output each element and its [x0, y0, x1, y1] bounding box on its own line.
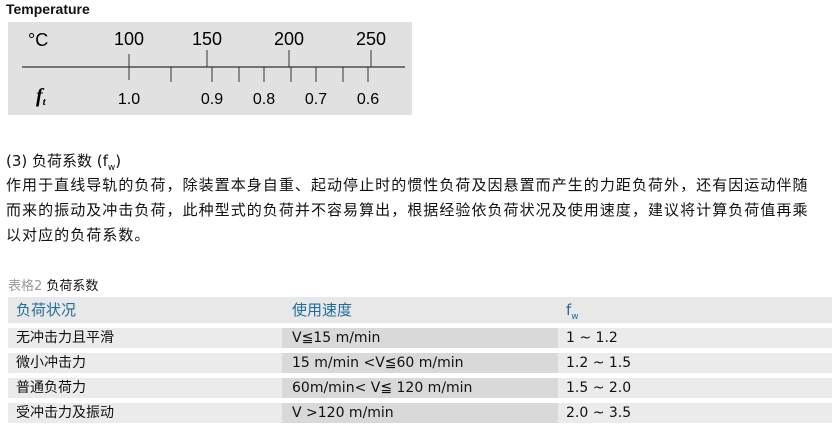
header-load: 负荷状况 [8, 297, 282, 323]
table-header: 负荷状况 使用速度 fw [8, 297, 832, 323]
factor-label: ft [36, 85, 47, 108]
cell-fw: 2.0 ~ 3.5 [558, 403, 832, 423]
header-speed: 使用速度 [282, 297, 558, 323]
paragraph-line: 以对应的负荷系数。 [6, 226, 151, 244]
cell-speed: 15 m/min <V≦60 m/min [282, 353, 558, 373]
cell-load: 受冲击力及振动 [8, 403, 282, 423]
factor-ticks: 1.0 0.9 0.8 0.7 0.6 [118, 67, 379, 108]
cell-speed: V >120 m/min [282, 403, 558, 423]
cell-fw: 1 ~ 1.2 [558, 328, 832, 348]
factor-tick-label: 0.8 [253, 91, 275, 108]
factor-tick-label: 0.9 [201, 91, 223, 108]
cell-load: 无冲击力且平滑 [8, 328, 282, 348]
cell-load: 普通负荷力 [8, 378, 282, 398]
temp-ticks: 100 150 200 250 [114, 29, 386, 80]
diagram-title: Temperature [6, 1, 90, 17]
factor-tick-label: 0.7 [305, 91, 327, 108]
factor-tick-label: 1.0 [118, 91, 140, 108]
temp-tick-label: 150 [192, 29, 222, 49]
temp-tick-label: 250 [356, 29, 386, 49]
table-row: 受冲击力及振动 V >120 m/min 2.0 ~ 3.5 [8, 403, 832, 423]
paragraph-line: 而来的振动及冲击负荷，此种型式的负荷并不容易算出，根据经验依负荷状况及使用速度，… [6, 201, 809, 219]
cell-fw: 1.5 ~ 2.0 [558, 378, 832, 398]
table-row: 微小冲击力 15 m/min <V≦60 m/min 1.2 ~ 1.5 [8, 353, 832, 373]
section-title: (3) 负荷系数 (fw) [6, 152, 122, 173]
scale-svg: °C ft 100 150 200 250 1.0 0.9 0.8 0.7 0.6 [22, 29, 405, 108]
cell-speed: 60m/min< V≦ 120 m/min [282, 378, 558, 398]
factor-tick-label: 0.6 [357, 91, 379, 108]
table-row: 普通负荷力 60m/min< V≦ 120 m/min 1.5 ~ 2.0 [8, 378, 832, 398]
cell-speed: V≦15 m/min [282, 328, 558, 348]
temp-tick-label: 100 [114, 29, 144, 49]
header-fw: fw [558, 297, 832, 323]
paragraph-line: 作用于直线导轨的负荷，除装置本身自重、起动停止时的惯性负荷及因悬置而产生的力距负… [6, 176, 809, 194]
temperature-factor-scale: °C ft 100 150 200 250 1.0 0.9 0.8 0.7 0.6 [8, 22, 412, 115]
cell-load: 微小冲击力 [8, 353, 282, 373]
table-caption: 表格2 负荷系数 [8, 279, 99, 294]
temp-tick-label: 200 [274, 29, 304, 49]
cell-fw: 1.2 ~ 1.5 [558, 353, 832, 373]
table-row: 无冲击力且平滑 V≦15 m/min 1 ~ 1.2 [8, 328, 832, 348]
temp-unit-label: °C [28, 30, 48, 50]
